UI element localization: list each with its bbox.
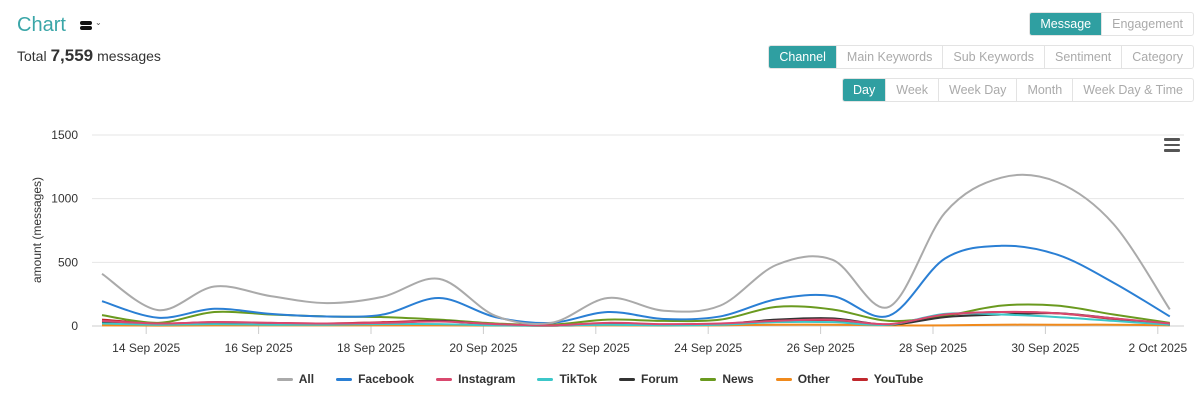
period-tabs: Day Week Week Day Month Week Day & Time xyxy=(842,78,1194,102)
legend-item-instagram[interactable]: Instagram xyxy=(436,372,515,386)
total-unit: messages xyxy=(97,48,161,64)
chart-type-icon[interactable] xyxy=(80,21,92,31)
tab-main-keywords[interactable]: Main Keywords xyxy=(835,46,942,68)
total-value: 7,559 xyxy=(50,46,94,65)
legend-item-forum[interactable]: Forum xyxy=(619,372,678,386)
legend-swatch-icon xyxy=(851,377,868,381)
x-tick-label: 30 Sep 2025 xyxy=(1011,341,1079,355)
legend-swatch-icon xyxy=(276,377,293,381)
y-axis-label: amount (messages) xyxy=(30,177,44,283)
legend-swatch-icon xyxy=(700,377,717,381)
x-tick-label: 16 Sep 2025 xyxy=(225,341,293,355)
legend-label: Other xyxy=(797,372,830,386)
tab-day[interactable]: Day xyxy=(843,79,886,101)
legend-item-news[interactable]: News xyxy=(700,372,754,386)
metric-tabs: Message Engagement xyxy=(1029,12,1194,36)
legend-label: YouTube xyxy=(873,372,924,386)
tab-engagement[interactable]: Engagement xyxy=(1101,13,1193,35)
series-line-all xyxy=(101,173,1171,326)
total-label: Total xyxy=(17,48,47,64)
tab-month[interactable]: Month xyxy=(1016,79,1072,101)
tab-channel[interactable]: Channel xyxy=(769,46,836,68)
legend-label: TikTok xyxy=(559,372,598,386)
x-tick-label: 20 Sep 2025 xyxy=(449,341,517,355)
page-title: Chart xyxy=(17,14,66,36)
tab-week-day-time[interactable]: Week Day & Time xyxy=(1072,79,1193,101)
legend-label: Instagram xyxy=(458,372,516,386)
series-line-tiktok xyxy=(101,312,1170,327)
legend-item-tiktok[interactable]: TikTok xyxy=(537,372,597,386)
chevron-down-icon[interactable]: ⌄ xyxy=(95,18,102,27)
hamburger-menu-icon[interactable] xyxy=(1164,138,1180,155)
legend-item-other[interactable]: Other xyxy=(775,372,830,386)
y-tick-label: 1500 xyxy=(51,128,78,142)
legend-item-all[interactable]: All xyxy=(276,372,315,386)
group-tabs: Channel Main Keywords Sub Keywords Sentimen… xyxy=(768,45,1194,69)
tab-week-day[interactable]: Week Day xyxy=(938,79,1016,101)
series-line-instagram xyxy=(101,310,1170,327)
x-tick-label: 24 Sep 2025 xyxy=(674,341,742,355)
y-tick-label: 0 xyxy=(71,319,78,333)
tab-sub-keywords[interactable]: Sub Keywords xyxy=(942,46,1044,68)
legend-swatch-icon xyxy=(336,377,353,381)
x-tick-label: 22 Sep 2025 xyxy=(562,341,630,355)
y-tick-label: 1000 xyxy=(51,192,78,206)
legend-label: Forum xyxy=(641,372,679,386)
x-tick-label: 2 Oct 2025 xyxy=(1128,341,1187,355)
chart-legend: All Facebook Instagram TikTok Forum News Other… xyxy=(0,372,1200,386)
legend-swatch-icon xyxy=(436,377,453,381)
legend-item-facebook[interactable]: Facebook xyxy=(336,372,414,386)
legend-swatch-icon xyxy=(619,377,636,381)
legend-label: News xyxy=(722,372,754,386)
legend-swatch-icon xyxy=(537,377,554,381)
tab-category[interactable]: Category xyxy=(1121,46,1193,68)
x-tick-label: 26 Sep 2025 xyxy=(787,341,855,355)
y-tick-label: 500 xyxy=(58,255,78,269)
x-tick-label: 14 Sep 2025 xyxy=(112,341,180,355)
tab-message[interactable]: Message xyxy=(1030,13,1102,35)
x-tick-label: 18 Sep 2025 xyxy=(337,341,405,355)
tab-sentiment[interactable]: Sentiment xyxy=(1043,46,1121,68)
series-line-facebook xyxy=(101,244,1171,324)
x-tick-label: 28 Sep 2025 xyxy=(899,341,967,355)
legend-label: All xyxy=(298,372,315,386)
legend-swatch-icon xyxy=(775,377,792,381)
legend-label: Facebook xyxy=(358,372,415,386)
legend-item-youtube[interactable]: YouTube xyxy=(851,372,924,386)
tab-week[interactable]: Week xyxy=(885,79,938,101)
total-summary: Total 7,559 messages xyxy=(17,46,161,66)
